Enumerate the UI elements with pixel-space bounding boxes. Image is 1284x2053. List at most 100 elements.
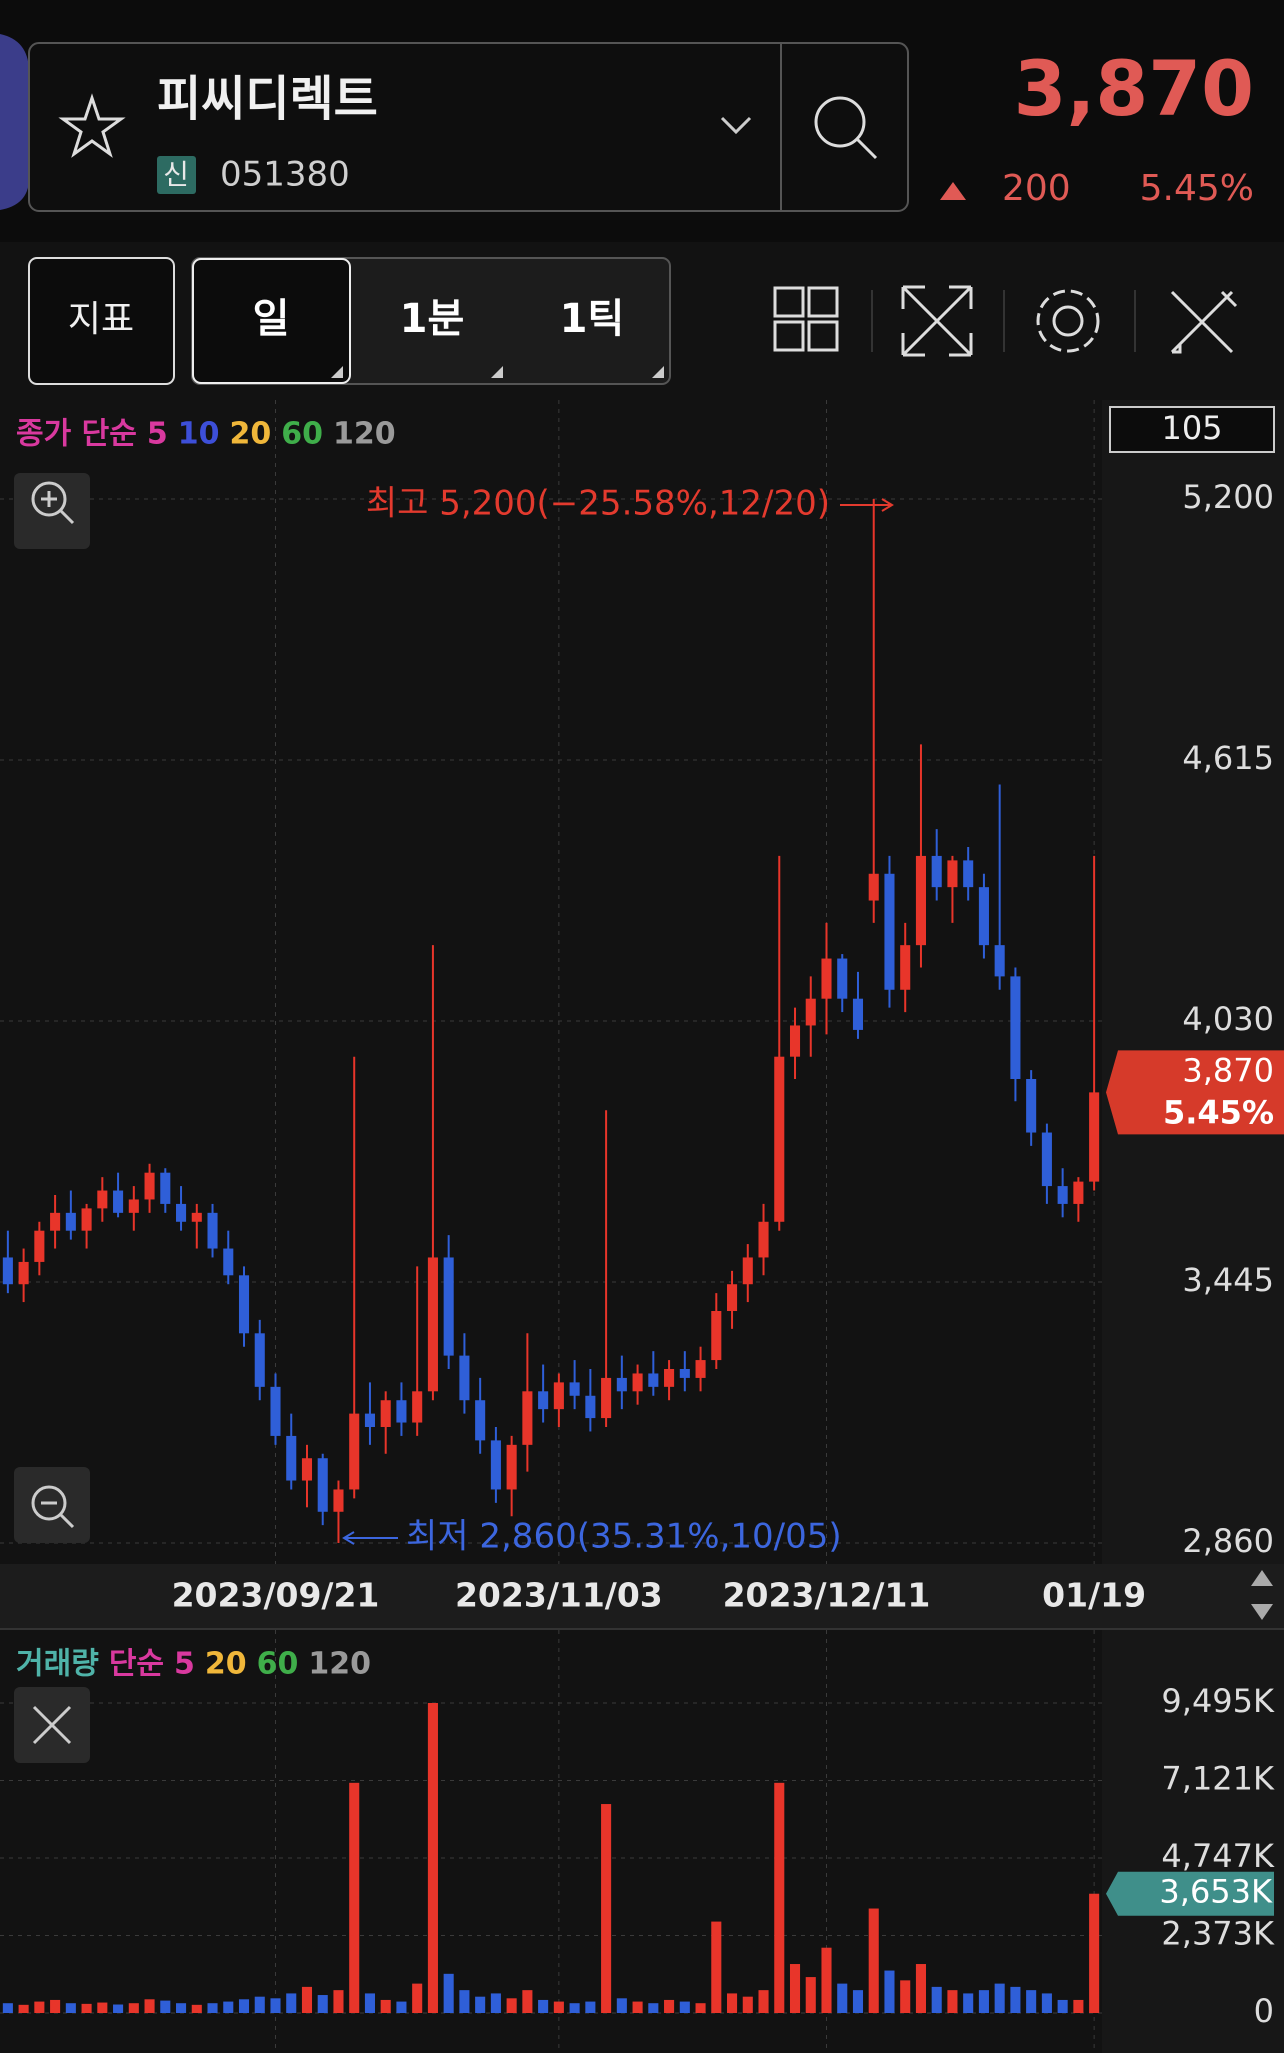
x-tick-label: 01/19 xyxy=(1042,1576,1146,1615)
candle-body xyxy=(868,873,879,901)
zoom-out-icon xyxy=(31,1485,67,1521)
period-selected[interactable] xyxy=(192,258,351,384)
dropdown-icon[interactable] xyxy=(720,116,752,135)
volume-bar xyxy=(632,2001,643,2013)
volume-bar xyxy=(50,1999,61,2013)
candle-body xyxy=(2,1257,13,1285)
candle-body xyxy=(978,887,989,946)
candle-body xyxy=(931,855,942,888)
candle-body xyxy=(412,1391,423,1423)
candle-body xyxy=(506,1444,517,1490)
candle-body xyxy=(648,1373,659,1387)
candle-body xyxy=(396,1400,407,1423)
volume-bar xyxy=(412,1983,423,2013)
indicator-label: 지표 xyxy=(68,299,134,340)
y-tick-label: 7,121K xyxy=(1161,1760,1275,1798)
candle-body xyxy=(191,1212,202,1222)
change-pct: 5.45% xyxy=(1140,168,1254,209)
zoom-out-button[interactable] xyxy=(14,1467,90,1543)
candle-body xyxy=(789,1025,801,1057)
candle-body xyxy=(475,1400,486,1441)
candle-body xyxy=(443,1257,454,1356)
last-volume: 3,653K xyxy=(1159,1873,1273,1911)
zoom-out-icon xyxy=(41,1501,75,1529)
layout-icon[interactable] xyxy=(773,320,805,352)
period-day[interactable]: 일 xyxy=(253,296,290,342)
volume-bar xyxy=(522,1990,533,2013)
candle-body xyxy=(884,873,895,990)
last-volume-box xyxy=(1106,1871,1274,1916)
period-tick[interactable]: 1틱 xyxy=(560,296,625,342)
settings-gear xyxy=(1036,289,1100,353)
tools-icon[interactable] xyxy=(1170,290,1238,354)
volume-bar xyxy=(789,1964,801,2013)
layout-icon[interactable] xyxy=(807,320,839,352)
candle-body xyxy=(695,1360,706,1378)
legend-period: 60 xyxy=(257,1647,299,1682)
last-price-box xyxy=(1106,1050,1284,1135)
candle-body xyxy=(727,1284,738,1311)
volume-bar xyxy=(774,1782,785,2013)
search-box[interactable] xyxy=(28,42,909,212)
candle-body xyxy=(963,860,974,888)
period-minute[interactable]: 1분 xyxy=(400,296,465,342)
candle-body xyxy=(333,1489,344,1512)
y-tick-label: 4,030 xyxy=(1182,1000,1274,1038)
volume-bar xyxy=(459,1990,470,2013)
stock-code: 051380 xyxy=(220,155,350,195)
volume-bar xyxy=(931,1986,942,2013)
volume-bar xyxy=(490,1993,501,2013)
candle-body xyxy=(459,1355,470,1401)
volume-bar xyxy=(113,2004,124,2013)
volume-bar xyxy=(711,1921,722,2013)
volume-bar xyxy=(963,1993,974,2013)
legend-label: 종가 단순 xyxy=(16,417,137,452)
badge-bg xyxy=(157,156,196,194)
volume-bar xyxy=(1089,1893,1100,2013)
candle-body xyxy=(254,1333,265,1387)
y-tick-label: 9,495K xyxy=(1161,1682,1275,1720)
legend-method: 단순 xyxy=(109,1647,164,1682)
search-icon[interactable] xyxy=(814,96,866,148)
volume-bar xyxy=(396,2001,407,2013)
volume-bar xyxy=(679,2001,690,2013)
volume-bar xyxy=(128,2003,139,2013)
volume-bar xyxy=(648,2003,659,2013)
y-tick-label: 4,615 xyxy=(1182,739,1274,777)
candle-body xyxy=(837,958,848,999)
candle-body xyxy=(160,1172,171,1204)
stock-name: 피씨디렉트 xyxy=(157,71,378,127)
side-tab[interactable] xyxy=(0,34,29,210)
candle-body xyxy=(758,1221,769,1258)
candle-body xyxy=(223,1248,234,1276)
volume-bar xyxy=(616,1998,627,2013)
candle-body xyxy=(774,1056,785,1222)
volume-bar xyxy=(569,2003,580,2013)
y-tick-label: 4,747K xyxy=(1161,1837,1275,1875)
last-change: 5.45% xyxy=(1163,1093,1274,1131)
star-icon[interactable] xyxy=(58,93,126,158)
volume-bar xyxy=(427,1703,438,2013)
settings-icon[interactable] xyxy=(1052,305,1084,337)
indicator-button[interactable] xyxy=(28,257,175,385)
candle-body xyxy=(538,1391,549,1410)
volume-bar xyxy=(1073,1999,1084,2013)
candle-body xyxy=(553,1382,564,1410)
volume-bar xyxy=(601,1804,612,2013)
volume-bar xyxy=(160,2000,171,2013)
candle-body xyxy=(113,1190,124,1213)
candle-body xyxy=(585,1395,596,1419)
layout-icon[interactable] xyxy=(773,286,805,318)
volume-bar xyxy=(994,1983,1005,2013)
layout-icon[interactable] xyxy=(807,286,839,318)
volume-bar xyxy=(852,1990,864,2013)
scroll-arrows[interactable] xyxy=(1251,1570,1273,1620)
candle-body xyxy=(97,1190,108,1209)
legend-period: 5 xyxy=(174,1647,195,1682)
last-price: 3,870 xyxy=(1182,1051,1274,1089)
expand-icon[interactable] xyxy=(901,285,973,357)
volume-bar xyxy=(884,1970,895,2013)
volume-bar xyxy=(758,1990,769,2013)
candle-body xyxy=(742,1257,753,1285)
candle-body xyxy=(664,1369,675,1387)
